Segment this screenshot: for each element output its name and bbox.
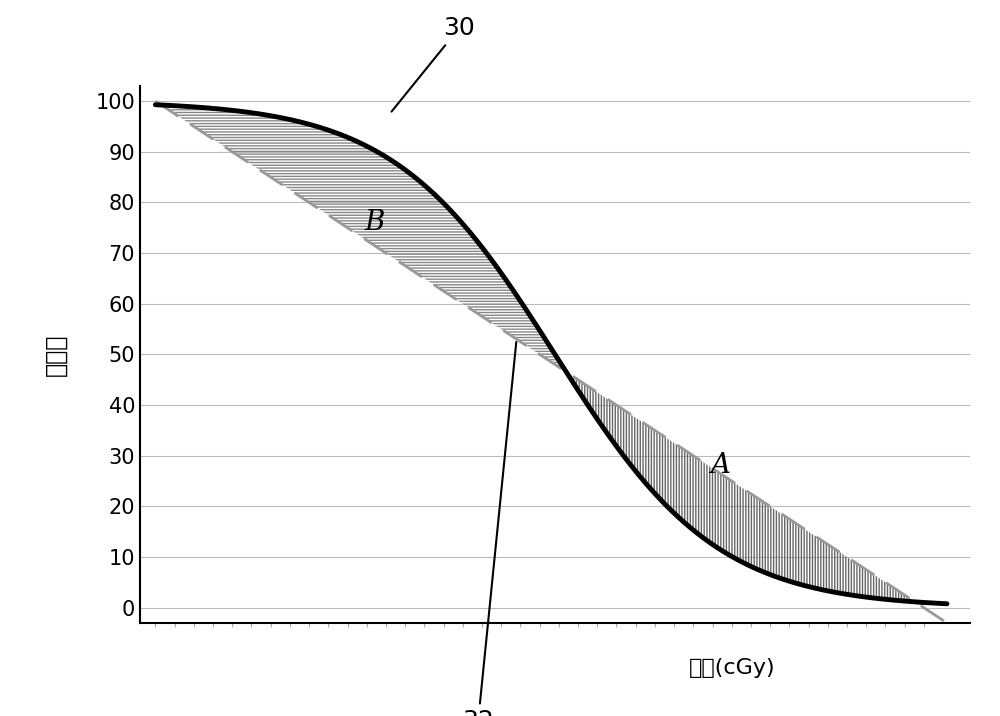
- Text: 30: 30: [392, 16, 475, 112]
- Text: B: B: [364, 209, 385, 236]
- Text: 剂量(cGy): 剂量(cGy): [688, 659, 775, 678]
- Text: 32: 32: [462, 342, 516, 716]
- Text: 百分比: 百分比: [43, 333, 67, 376]
- Text: A: A: [710, 453, 730, 480]
